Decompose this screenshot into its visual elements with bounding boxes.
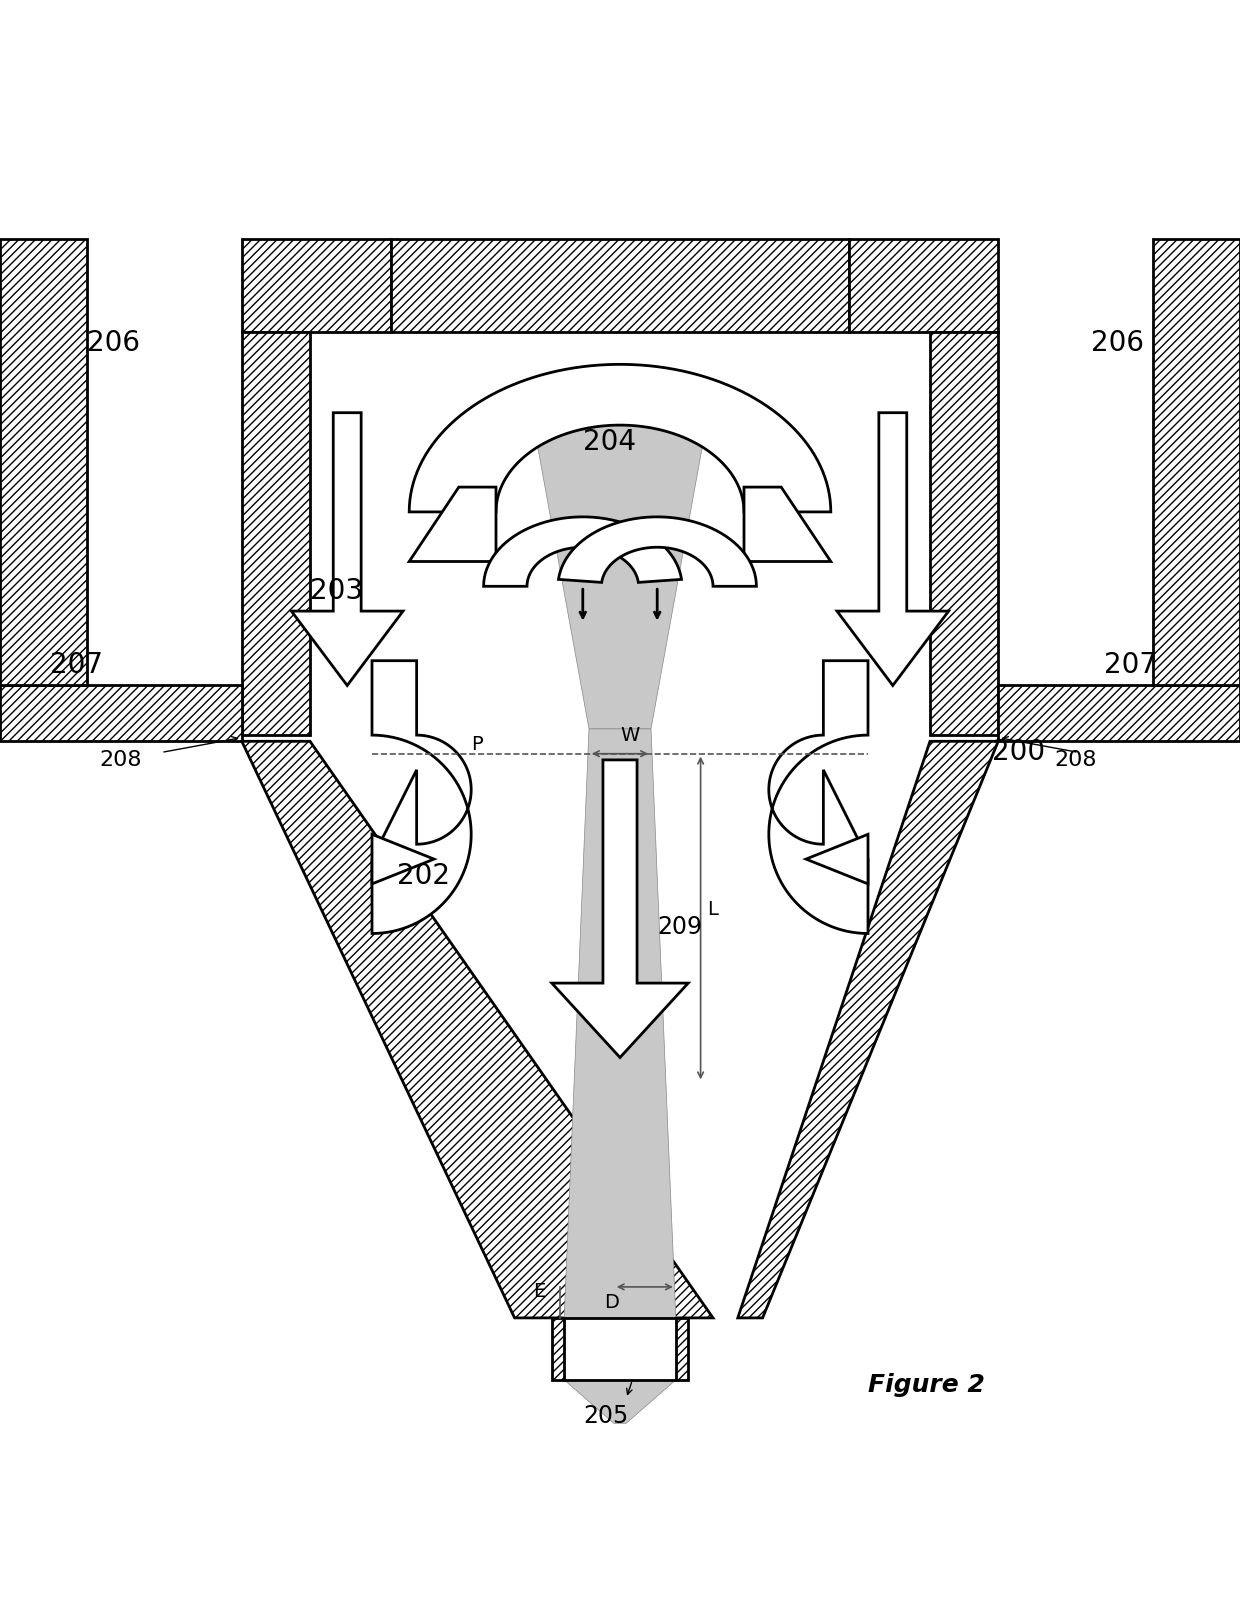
Polygon shape xyxy=(564,1379,676,1423)
Polygon shape xyxy=(409,364,831,512)
Text: 204: 204 xyxy=(583,427,636,457)
Text: E: E xyxy=(533,1282,546,1300)
Text: 202: 202 xyxy=(397,861,450,890)
Text: 203: 203 xyxy=(310,576,363,606)
Polygon shape xyxy=(409,487,496,562)
Text: L: L xyxy=(707,900,718,920)
Text: 207: 207 xyxy=(50,651,103,678)
Text: 208: 208 xyxy=(1054,750,1096,771)
Polygon shape xyxy=(564,1318,676,1379)
Text: 200: 200 xyxy=(992,738,1045,766)
Text: W: W xyxy=(620,727,640,745)
Text: Figure 2: Figure 2 xyxy=(868,1373,985,1397)
Polygon shape xyxy=(527,389,713,729)
Polygon shape xyxy=(552,1318,688,1379)
Polygon shape xyxy=(242,240,391,332)
Polygon shape xyxy=(291,413,403,685)
Polygon shape xyxy=(372,661,471,934)
Polygon shape xyxy=(806,834,868,884)
Text: 205: 205 xyxy=(583,1404,627,1428)
Polygon shape xyxy=(558,516,756,586)
Polygon shape xyxy=(552,759,688,1057)
Polygon shape xyxy=(769,661,868,934)
Polygon shape xyxy=(849,240,998,332)
Text: P: P xyxy=(471,735,482,754)
Text: 206: 206 xyxy=(1091,329,1145,356)
Polygon shape xyxy=(372,834,434,884)
Polygon shape xyxy=(242,332,310,735)
Polygon shape xyxy=(564,729,676,1318)
Text: D: D xyxy=(604,1294,619,1311)
Polygon shape xyxy=(744,487,831,562)
Text: 209: 209 xyxy=(657,915,702,939)
Polygon shape xyxy=(242,742,713,1318)
Polygon shape xyxy=(837,413,949,685)
Polygon shape xyxy=(1153,240,1240,685)
Polygon shape xyxy=(0,240,87,685)
Text: 206: 206 xyxy=(87,329,140,356)
Text: 207: 207 xyxy=(1104,651,1157,678)
Polygon shape xyxy=(0,685,242,742)
Polygon shape xyxy=(930,332,998,735)
Text: 208: 208 xyxy=(99,750,141,771)
Polygon shape xyxy=(998,685,1240,742)
Polygon shape xyxy=(738,742,998,1318)
Polygon shape xyxy=(484,516,682,586)
Polygon shape xyxy=(391,240,849,332)
